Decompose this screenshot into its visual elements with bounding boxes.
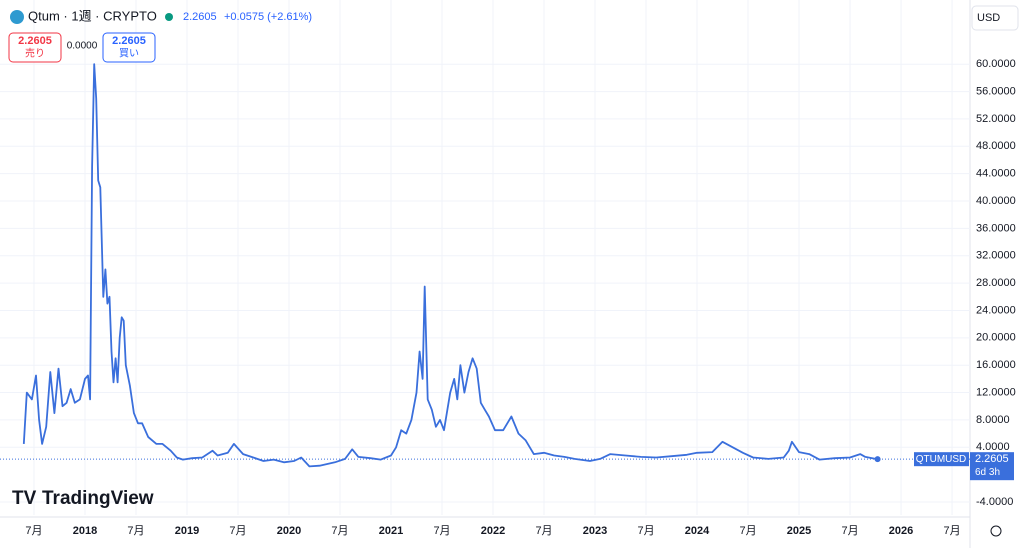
x-tick-label: 2019 <box>175 525 199 537</box>
y-tick-label: 56.0000 <box>976 85 1016 97</box>
symbol-icon <box>10 10 24 24</box>
sell-button[interactable] <box>8 32 62 63</box>
symbol: Qtum · 1週 · CRYPTO <box>28 8 157 23</box>
y-tick-label: 12.0000 <box>976 386 1016 398</box>
buy-label: 買い <box>119 48 139 60</box>
y-tick-label: 52.0000 <box>976 113 1016 125</box>
plot <box>0 63 970 468</box>
spread: 0.0000 <box>67 41 98 52</box>
y-tick-label: 28.0000 <box>976 277 1016 289</box>
y-tick-label: 48.0000 <box>976 140 1016 152</box>
y-tick-label: 32.0000 <box>976 250 1016 262</box>
price-tag <box>970 452 1014 481</box>
countdown: 6d 3h <box>975 467 1000 478</box>
ticker-tag <box>914 452 969 467</box>
price-tag-value: 2.2605 <box>975 453 1009 465</box>
x-tick-label: 7月 <box>229 525 246 537</box>
x-tick-label: 7月 <box>433 525 450 537</box>
x-tick-label: 2024 <box>685 525 710 537</box>
sell-label: 売り <box>25 47 45 60</box>
y-tick-label: 44.0000 <box>976 168 1016 180</box>
x-tick-label: 7月 <box>637 525 654 537</box>
x-tick-label: 7月 <box>127 525 144 537</box>
y-tick-label: 36.0000 <box>976 222 1016 234</box>
x-tick-label: 7月 <box>331 525 348 537</box>
y-tick-label: 60.0000 <box>976 58 1016 70</box>
logo: TradingView <box>42 488 154 509</box>
change: +0.0575 (+2.61%) <box>224 11 312 23</box>
last-price: 2.2605 <box>183 11 217 23</box>
y-tick-label: 8.0000 <box>976 414 1010 426</box>
price-line <box>22 63 878 468</box>
x-tick-label: 2018 <box>73 525 97 537</box>
x-tick-label: 7月 <box>943 525 960 537</box>
last-point <box>874 456 881 463</box>
settings-icon[interactable] <box>990 525 1002 537</box>
x-tick-label: 2026 <box>889 525 913 537</box>
y-tick-label: 40.0000 <box>976 195 1016 207</box>
grid <box>0 0 970 515</box>
currency: USD <box>977 12 1000 24</box>
status-dot <box>165 13 173 21</box>
x-tick-label: 7月 <box>25 525 42 537</box>
y-tick-label: -4.0000 <box>976 496 1013 508</box>
x-tick-label: 7月 <box>535 525 552 537</box>
currency-button[interactable] <box>971 5 1019 31</box>
logo-mark: TV <box>12 488 37 509</box>
y-tick-label: 20.0000 <box>976 332 1016 344</box>
x-tick-label: 2020 <box>277 525 301 537</box>
y-tick-label: 16.0000 <box>976 359 1016 371</box>
y-tick-label: 24.0000 <box>976 304 1016 316</box>
x-tick-label: 2023 <box>583 525 607 537</box>
x-tick-label: 2022 <box>481 525 505 537</box>
x-tick-label: 2021 <box>379 525 403 537</box>
buy-price: 2.2605 <box>112 35 146 47</box>
sell-price: 2.2605 <box>18 35 52 47</box>
y-tick-label: 4.0000 <box>976 441 1010 453</box>
x-tick-label: 2025 <box>787 525 811 537</box>
x-tick-label: 7月 <box>841 525 858 537</box>
x-tick-label: 7月 <box>739 525 756 537</box>
ticker: QTUMUSD <box>916 454 967 465</box>
buy-button[interactable] <box>102 32 156 63</box>
